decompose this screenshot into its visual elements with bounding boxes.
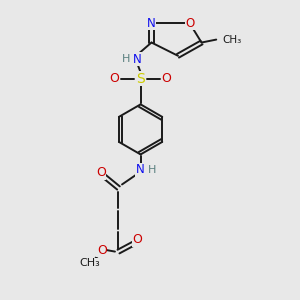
Text: N: N xyxy=(147,17,156,30)
Text: S: S xyxy=(136,72,145,86)
Text: N: N xyxy=(136,163,144,176)
Text: O: O xyxy=(133,233,142,246)
Text: CH₃: CH₃ xyxy=(222,34,242,45)
Text: O: O xyxy=(96,166,106,179)
Text: O: O xyxy=(97,244,106,256)
Text: H: H xyxy=(122,54,130,64)
Text: CH₃: CH₃ xyxy=(79,258,100,268)
Text: O: O xyxy=(185,17,194,30)
Text: H: H xyxy=(148,165,156,175)
Text: O: O xyxy=(110,72,120,85)
Text: O: O xyxy=(161,72,171,85)
Text: N: N xyxy=(133,53,142,66)
